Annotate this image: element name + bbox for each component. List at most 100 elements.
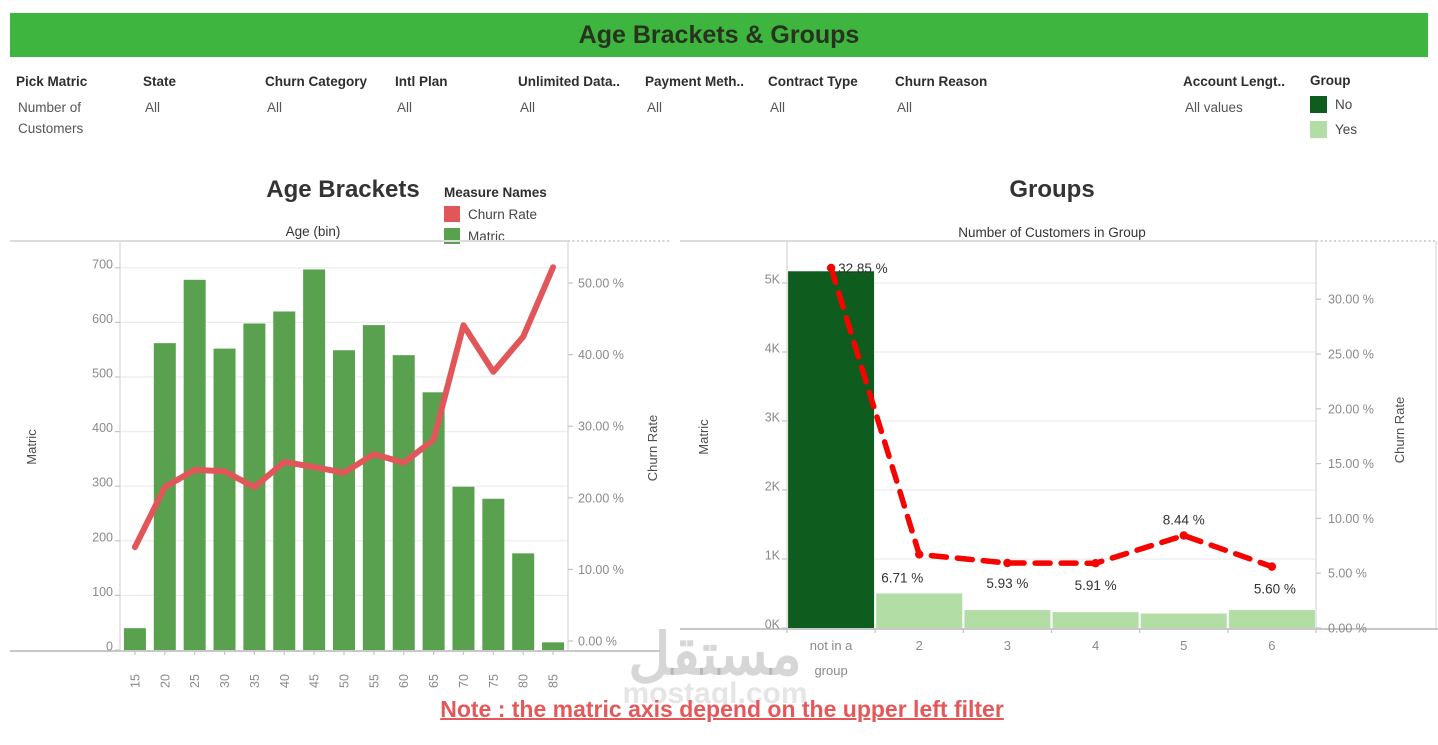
age-brackets-chart[interactable]: 0 100 200 300 400 500 600 700 0.00 % 10.00 % 20.00… <box>0 170 680 705</box>
bar-25 <box>183 279 206 650</box>
bar-30 <box>213 348 236 650</box>
filter-intl-plan[interactable]: Intl Plan All <box>395 73 510 118</box>
svg-text:100: 100 <box>92 585 113 599</box>
svg-text:3: 3 <box>1004 638 1011 653</box>
svg-text:Churn Rate: Churn Rate <box>645 415 660 481</box>
svg-text:5.93 %: 5.93 % <box>986 576 1028 591</box>
groups-chart-subtitle: Number of Customers in Group <box>958 225 1146 240</box>
axis-titles: Matric Churn Rate <box>696 397 1407 463</box>
svg-text:85: 85 <box>547 674 561 688</box>
svg-text:5: 5 <box>1180 638 1187 653</box>
filter-churn-category-value[interactable]: All <box>267 100 283 115</box>
svg-text:20.00 %: 20.00 % <box>1328 402 1374 416</box>
filter-churn-category-label: Churn Category <box>265 74 368 89</box>
age-brackets-churn-line[interactable] <box>131 264 557 551</box>
watermark-arabic: مستقل <box>628 622 802 687</box>
filter-contract-type[interactable]: Contract Type All <box>768 73 883 118</box>
svg-text:20: 20 <box>158 674 172 688</box>
svg-text:10.00 %: 10.00 % <box>1328 512 1374 526</box>
svg-text:50.00 %: 50.00 % <box>578 277 624 291</box>
svg-text:40.00 %: 40.00 % <box>578 348 624 362</box>
bar-5 <box>1140 613 1227 628</box>
svg-text:Matric: Matric <box>24 429 39 465</box>
svg-text:45: 45 <box>308 674 322 688</box>
groups-bars[interactable] <box>788 271 1315 628</box>
axis-titles: Matric Churn Rate <box>24 415 660 481</box>
bar-6 <box>1228 610 1315 628</box>
filter-payment-method[interactable]: Payment Meth.. All <box>645 73 760 118</box>
svg-text:6: 6 <box>1268 638 1275 653</box>
bar-75 <box>482 498 505 650</box>
bar-not-in-a-group <box>788 271 875 628</box>
svg-text:30: 30 <box>218 674 232 688</box>
filter-state-value[interactable]: All <box>145 100 161 115</box>
filter-contract-type-label: Contract Type <box>768 74 858 89</box>
filter-churn-category[interactable]: Churn Category All <box>265 73 380 118</box>
filter-intl-plan-value[interactable]: All <box>397 100 413 115</box>
bar-80 <box>512 553 535 650</box>
svg-text:50: 50 <box>338 674 352 688</box>
svg-text:0.00 %: 0.00 % <box>1328 622 1367 636</box>
measure-names-legend-title: Measure Names <box>444 185 547 200</box>
filter-account-length[interactable]: Account Lengt.. All values <box>1183 73 1298 118</box>
filter-churn-reason-value[interactable]: All <box>897 100 913 115</box>
svg-text:700: 700 <box>92 257 113 271</box>
age-bin-axis-title: Age (bin) <box>285 224 341 239</box>
svg-text:20.00 %: 20.00 % <box>578 491 624 505</box>
svg-text:6.71 %: 6.71 % <box>881 570 923 585</box>
group-color-legend: Group No Yes <box>1310 73 1357 138</box>
age-brackets-bars[interactable] <box>123 269 565 650</box>
svg-text:75: 75 <box>487 674 501 688</box>
filter-churn-reason[interactable]: Churn Reason All <box>895 73 1010 118</box>
no-label: No <box>1335 97 1353 112</box>
bar-85 <box>542 642 565 650</box>
svg-text:5.91 %: 5.91 % <box>1075 578 1117 593</box>
groups-chart[interactable]: 0K 1K 2K 3K 4K 5K 0.00 % 5.00 % 10.00 % 15.00 % 20… <box>680 170 1438 705</box>
svg-text:4: 4 <box>1092 638 1099 653</box>
watermark: مستقل mostaql.com <box>555 625 875 709</box>
filter-pick-matric-label: Pick Matric <box>16 74 88 89</box>
svg-text:2: 2 <box>916 638 923 653</box>
filter-unlimited-data[interactable]: Unlimited Data.. All <box>518 73 633 118</box>
svg-text:Churn Rate: Churn Rate <box>1392 397 1407 463</box>
filter-unlimited-data-label: Unlimited Data.. <box>518 74 621 89</box>
bar-50 <box>333 350 355 650</box>
filter-pick-matric[interactable]: Pick Matric Number of Customers <box>16 73 116 139</box>
svg-text:25: 25 <box>188 674 202 688</box>
filter-account-length-value[interactable]: All values <box>1185 100 1243 115</box>
group-legend-item-no[interactable]: No <box>1310 96 1357 113</box>
filter-intl-plan-label: Intl Plan <box>395 74 448 89</box>
bar-20 <box>153 343 176 650</box>
svg-text:80: 80 <box>517 674 531 688</box>
legend-item-churn-rate[interactable]: Churn Rate <box>444 206 547 222</box>
filter-payment-method-value[interactable]: All <box>647 100 663 115</box>
filter-unlimited-data-value[interactable]: All <box>520 100 536 115</box>
svg-text:group: group <box>814 663 847 678</box>
svg-text:Matric: Matric <box>696 419 711 455</box>
bar-65 <box>422 392 445 650</box>
svg-text:30.00 %: 30.00 % <box>578 420 624 434</box>
filter-payment-method-label: Payment Meth.. <box>645 74 745 89</box>
watermark-domain: mostaql.com <box>622 677 808 710</box>
filter-contract-type-value[interactable]: All <box>770 100 786 115</box>
groups-chart-title: Groups <box>1009 176 1095 203</box>
bar-55 <box>362 325 385 650</box>
svg-text:0K: 0K <box>765 618 781 632</box>
svg-text:3K: 3K <box>765 411 781 425</box>
groups-churn-line[interactable]: 32.85 % 6.71 % 5.93 % 5.91 % 8.44 % 5.60 % <box>826 261 1296 597</box>
svg-text:200: 200 <box>92 530 113 544</box>
svg-text:25.00 %: 25.00 % <box>1328 348 1374 362</box>
pane-borders <box>10 240 670 652</box>
svg-text:35: 35 <box>248 674 262 688</box>
svg-text:15.00 %: 15.00 % <box>1328 457 1374 471</box>
yes-label: Yes <box>1335 122 1358 137</box>
filter-churn-reason-label: Churn Reason <box>895 74 988 89</box>
svg-text:55: 55 <box>367 674 381 688</box>
filter-pick-matric-value[interactable]: Number of Customers <box>18 100 84 136</box>
yes-color-swatch <box>1310 121 1327 138</box>
filter-state[interactable]: State All <box>143 73 258 118</box>
dashboard-title-bar: Age Brackets & Groups <box>10 13 1428 57</box>
bar-2 <box>876 593 963 628</box>
group-legend-item-yes[interactable]: Yes <box>1310 121 1357 138</box>
